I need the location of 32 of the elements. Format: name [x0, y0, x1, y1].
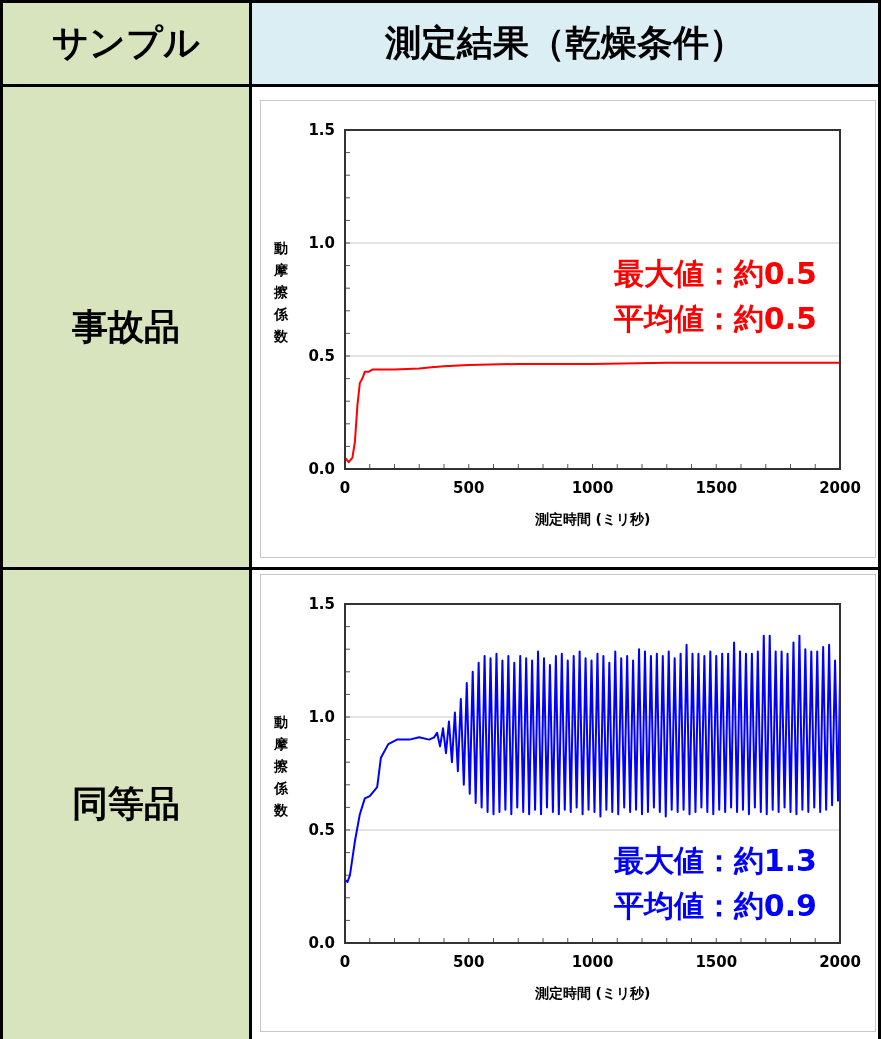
line-series — [344, 634, 841, 883]
y-tick-label: 1.0 — [308, 708, 335, 726]
annotation: 平均値：約0.5 — [612, 301, 817, 336]
text: 同等品 — [0, 567, 252, 1039]
x-tick-label: 0 — [339, 953, 351, 971]
annotation: 最大値：約1.3 — [613, 843, 817, 878]
y-axis-title: 動摩擦係数 — [273, 240, 289, 344]
x-tick-label: 0 — [339, 479, 351, 497]
x-tick-label: 1500 — [695, 953, 738, 971]
y-tick-label: 0.0 — [308, 460, 335, 478]
y-tick-label: 0.0 — [308, 934, 335, 952]
y-tick-label: 1.5 — [308, 595, 335, 613]
text: 事故品 — [0, 84, 252, 570]
annotation: 最大値：約0.5 — [613, 256, 817, 291]
x-tick-label: 1500 — [695, 479, 738, 497]
y-tick-label: 0.5 — [308, 821, 335, 839]
x-tick-label: 2000 — [819, 479, 861, 497]
x-tick-label: 1000 — [571, 953, 614, 971]
text: サンプル — [0, 0, 252, 87]
text: 測定結果（乾燥条件） — [249, 0, 881, 87]
x-tick-label: 1000 — [571, 479, 614, 497]
x-tick-label: 500 — [453, 479, 485, 497]
x-axis-title: 測定時間 (ミリ秒) — [533, 511, 651, 527]
y-tick-label: 1.0 — [308, 234, 335, 252]
x-axis-title: 測定時間 (ミリ秒) — [533, 985, 651, 1001]
annotation: 平均値：約0.9 — [612, 888, 817, 923]
line-series — [344, 361, 841, 464]
y-axis-title: 動摩擦係数 — [273, 714, 289, 818]
y-tick-label: 0.5 — [308, 347, 335, 365]
y-tick-label: 1.5 — [308, 121, 335, 139]
x-tick-label: 500 — [453, 953, 485, 971]
x-tick-label: 2000 — [819, 953, 861, 971]
